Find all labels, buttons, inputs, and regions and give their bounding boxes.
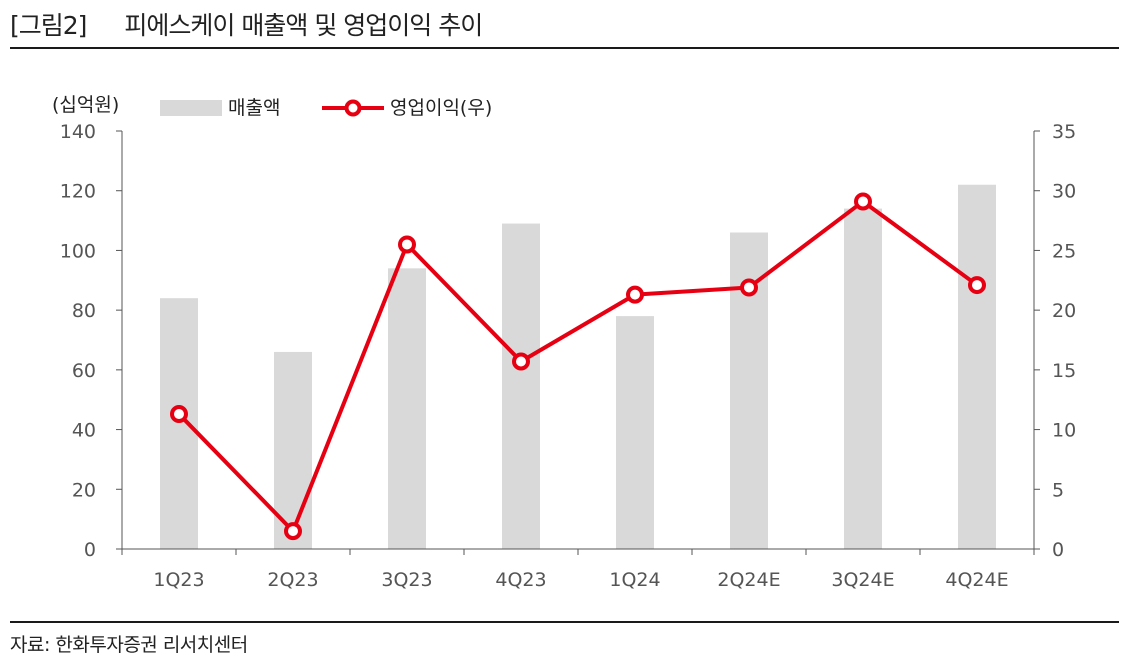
line-point-3Q24E	[854, 192, 872, 211]
chart-title: 피에스케이 매출액 및 영업이익 추이	[124, 11, 483, 40]
source-note: 자료: 한화투자증권 리서치센터	[10, 634, 248, 656]
legend-line-marker	[344, 99, 362, 117]
axes: 0 20 40 60 80 100 120 140 0 5 10 15 20 25 30 35 1Q23 2Q23…	[60, 121, 1076, 591]
y-right-tick-label: 35	[1052, 121, 1076, 143]
x-tick-label: 1Q23	[153, 569, 204, 591]
x-tick-label: 3Q23	[381, 569, 432, 591]
x-tick-label: 2Q23	[267, 569, 318, 591]
bar-3Q24E	[844, 208, 882, 549]
y-left-tick-label: 120	[60, 181, 96, 203]
y-right-tick-label: 15	[1052, 360, 1076, 382]
bar-series	[160, 184, 996, 550]
line-point-2Q23	[284, 522, 302, 541]
y-right-tick-label: 20	[1052, 300, 1076, 322]
line-point-1Q24	[626, 285, 644, 304]
bar-4Q23	[502, 223, 540, 550]
operating-profit-line	[177, 199, 979, 534]
line-point-2Q24E	[740, 278, 758, 297]
x-tick-label: 1Q24	[609, 569, 660, 591]
y-left-unit: (십억원)	[52, 94, 119, 116]
y-right-tick-label: 10	[1052, 420, 1076, 442]
legend-bar-swatch	[160, 100, 222, 116]
x-tick-label: 3Q24E	[831, 569, 894, 591]
line-point-4Q24E	[968, 276, 986, 295]
figure-tag: [그림2]	[10, 11, 87, 40]
y-left-tick-label: 20	[72, 479, 96, 501]
y-left-tick-label: 60	[72, 360, 96, 382]
x-tick-label: 4Q24E	[945, 569, 1008, 591]
bar-1Q23	[160, 298, 198, 549]
legend-line-label: 영업이익(우)	[390, 97, 492, 119]
bar-3Q23	[388, 268, 426, 549]
legend: 매출액 영업이익(우)	[160, 97, 492, 119]
line-point-1Q23	[170, 405, 188, 424]
line-series	[170, 192, 986, 541]
y-left-tick-label: 40	[72, 420, 96, 442]
y-left-tick-label: 0	[84, 539, 96, 561]
y-left-tick-label: 140	[60, 121, 96, 143]
x-tick-label: 4Q23	[495, 569, 546, 591]
y-right-tick-label: 30	[1052, 181, 1076, 203]
figure-header: [그림2] 피에스케이 매출액 및 영업이익 추이	[10, 4, 483, 44]
y-right-tick-label: 5	[1052, 479, 1064, 501]
bar-1Q24	[616, 316, 654, 549]
y-left-tick-label: 100	[60, 240, 96, 262]
legend-bar-label: 매출액	[228, 97, 280, 119]
bar-4Q24E	[958, 184, 996, 549]
line-point-4Q23	[512, 352, 530, 371]
top-rule	[10, 47, 1119, 49]
x-tick-label: 2Q24E	[717, 569, 780, 591]
y-left-tick-label: 80	[72, 300, 96, 322]
y-right-tick-label: 25	[1052, 240, 1076, 262]
bottom-rule	[10, 621, 1119, 623]
y-right-tick-label: 0	[1052, 539, 1064, 561]
line-point-3Q23	[398, 235, 416, 254]
